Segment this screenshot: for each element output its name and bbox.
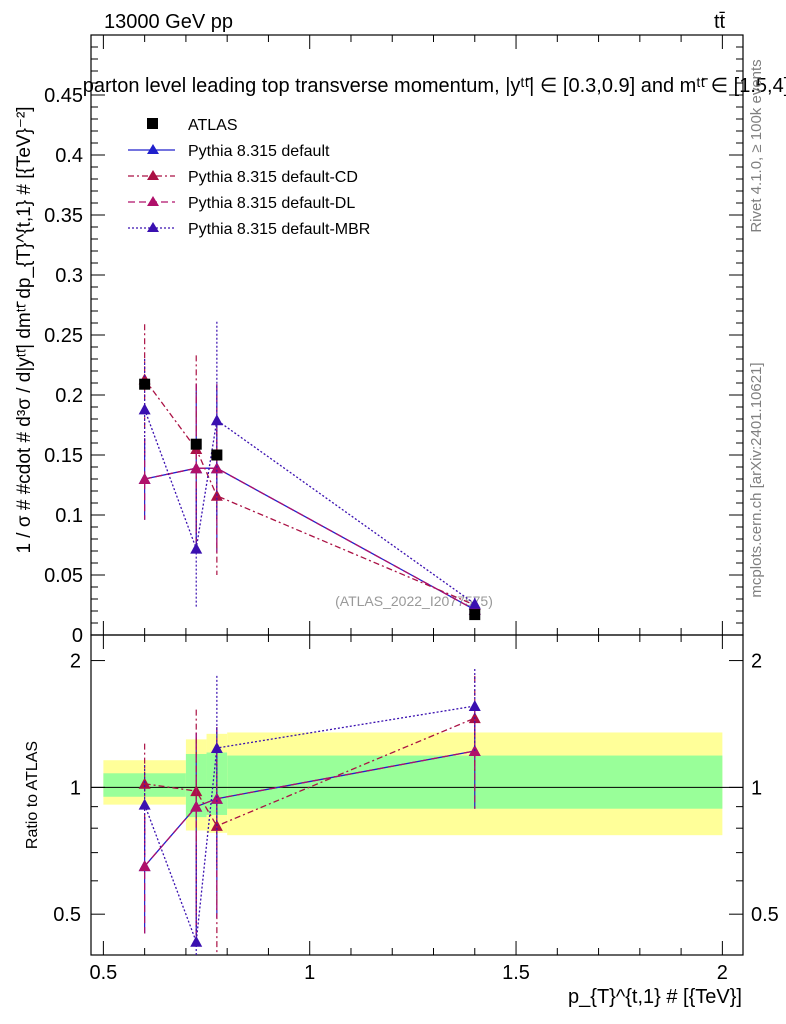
pythia-8-315-default-mbr-point [210,742,223,754]
y-tick-label: 0 [72,625,83,647]
atlas-data-point [211,449,223,461]
legend-entry-mbr: Pythia 8.315 default-MBR [188,221,370,238]
ratio-y-tick-label: 0.5 [53,904,81,926]
plot-title: parton level leading top transverse mome… [83,75,786,97]
ratio-axes: 0.5 1 1.5 2 0.5 0.5 1 1 2 2 [53,635,779,984]
pythia-8-315-default-dl-point [138,473,151,484]
legend-entry-atlas: ATLAS [188,117,238,134]
y-tick-label: 0.3 [55,265,83,287]
x-tick-label: 1.5 [502,962,530,984]
y-tick-label: 0.45 [44,85,83,107]
main-axes: 0 0.05 0.1 0.15 0.2 0.25 0.3 0.35 0.4 0.45 [44,35,743,647]
legend: ATLAS Pythia 8.315 default Pythia 8.315 … [128,117,370,238]
pythia-8-315-default-dl-point [210,792,223,804]
process-label: tt̄ [714,11,726,33]
legend-cd-marker [147,170,159,180]
ratio-y-tick-label: 1 [70,777,81,799]
ratio-y-tick-label-right: 1 [751,777,762,799]
pythia-8-315-default-mbr-point [190,542,203,554]
pythia-8-315-default-dl-point [190,462,203,474]
pythia-8-315-default-mbr-point [468,597,481,609]
analysis-watermark: (ATLAS_2022_I2077575) [335,593,493,609]
y-tick-label: 0.25 [44,325,83,347]
ratio-y-tick-label: 2 [70,651,81,673]
legend-dl-marker [147,196,159,206]
pythia-8-315-default-dl-point [190,800,203,812]
pythia-8-315-default-cd-point [138,777,151,789]
y-tick-label: 0.35 [44,205,83,227]
pythia-8-315-default-mbr-point [138,798,151,810]
pythia-8-315-default-mbr-line [144,705,475,942]
legend-atlas-marker [147,118,158,129]
mcplots-reference-label: mcplots.cern.ch [arXiv:2401.10621] [748,362,765,597]
y-tick-label: 0.15 [44,445,83,467]
x-tick-label: 1 [304,962,315,984]
y-axis-label: 1 / σ # #cdot # d³σ / d|yᵗᵗ̄| dmᵗᵗ̄ dp_{… [14,106,35,553]
legend-default-marker [147,144,159,154]
pythia-8-315-default-dl-line [144,750,475,867]
atlas-data-point [190,438,202,450]
ratio-y-axis-label: Ratio to ATLAS [24,741,41,849]
ratio-y-tick-label-right: 2 [751,651,762,673]
x-tick-label: 0.5 [89,962,117,984]
x-axis-label: p_{T}^{t,1} # [{TeV}] [568,986,742,1008]
pythia-8-315-default-mbr-point [138,403,151,415]
pythia-8-315-default-dl-line [144,467,476,611]
y-tick-label: 0.05 [44,565,83,587]
ratio-data-points [138,668,481,955]
y-tick-label: 0.4 [55,145,83,167]
main-data-points [138,321,481,621]
pythia-8-315-default-mbr-point [190,935,203,947]
atlas-data-point [469,609,481,621]
pythia-8-315-default-mbr-line [144,409,476,605]
rivet-version-label: Rivet 4.1.0, ≥ 100k events [748,59,765,232]
pythia-8-315-default-line [144,467,476,611]
y-tick-label: 0.1 [55,505,83,527]
x-tick-label: 2 [717,962,728,984]
pythia-8-315-default-cd-line [144,717,476,827]
y-tick-label: 0.2 [55,385,83,407]
atlas-data-point [139,378,151,390]
ratio-panel-frame [90,634,744,956]
legend-entry-cd: Pythia 8.315 default-CD [188,169,358,186]
pythia-8-315-default-cd-line [144,379,476,606]
ratio-y-tick-label-right: 0.5 [751,904,779,926]
legend-entry-default: Pythia 8.315 default [188,143,330,160]
pythia-8-315-default-dl-point [138,860,151,872]
pythia-8-315-default-mbr-point [210,414,223,426]
legend-entry-dl: Pythia 8.315 default-DL [188,195,355,212]
pythia-8-315-default-mbr-point [468,700,481,712]
legend-mbr-marker [147,222,159,232]
energy-label: 13000 GeV pp [104,11,233,33]
